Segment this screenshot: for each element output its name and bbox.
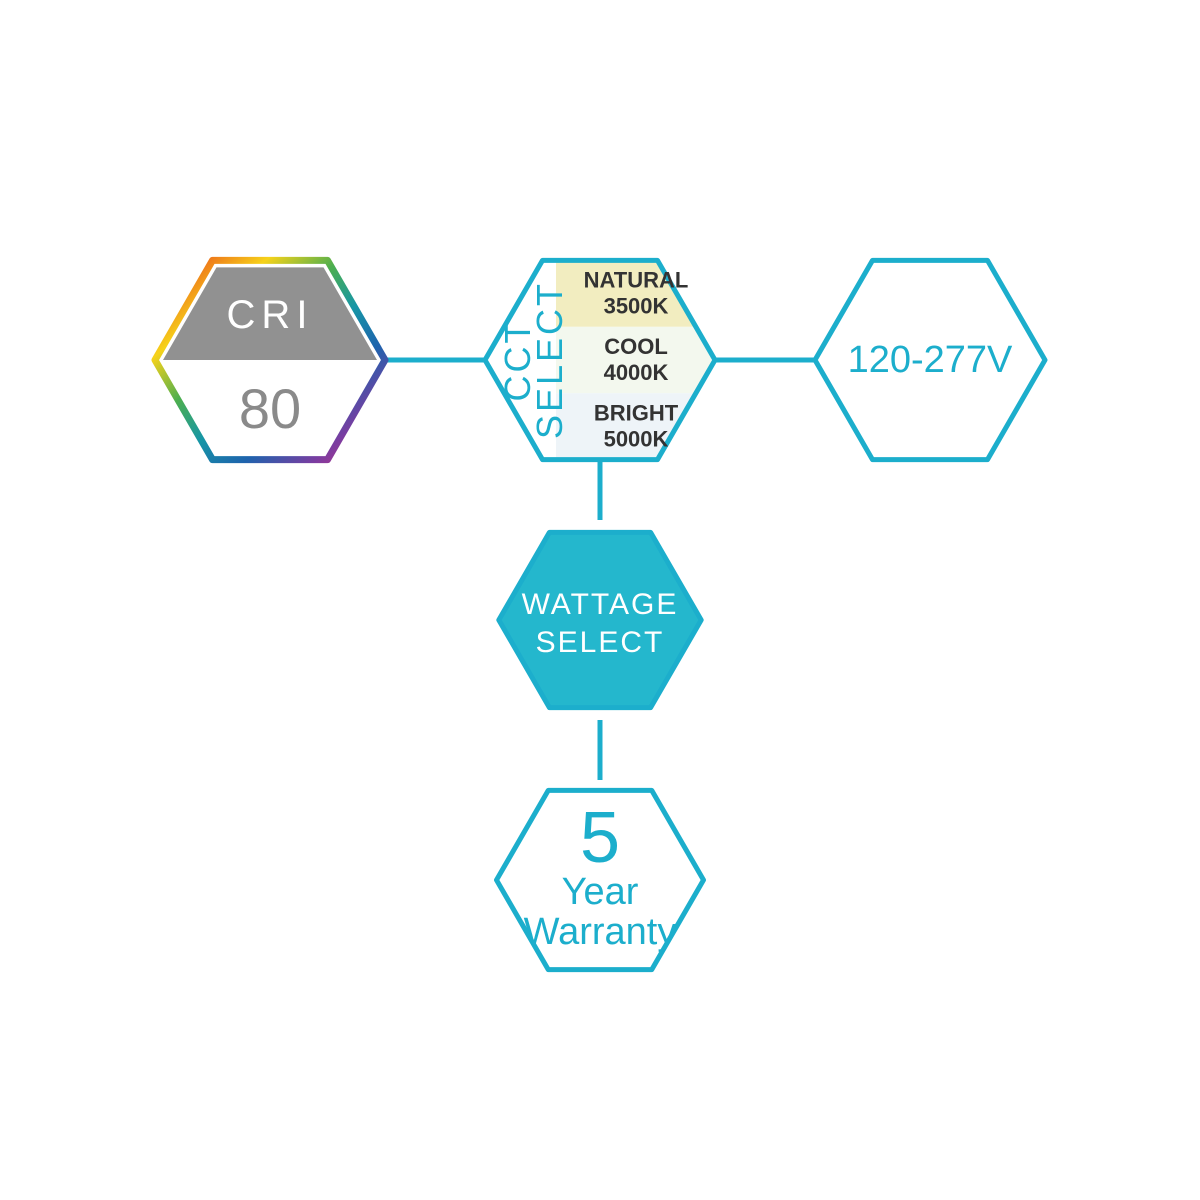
warranty-line2: Year (562, 871, 639, 913)
warranty-number: 5 (580, 798, 620, 878)
cri-value: 80 (239, 377, 301, 440)
cct-row-label: NATURAL (584, 268, 689, 293)
voltage-text: 120-277V (848, 339, 1013, 381)
cct-hex: CCTSELECTNATURAL3500KCOOL4000KBRIGHT5000… (475, 260, 725, 459)
voltage-hex: 120-277V (815, 260, 1045, 459)
cct-row-label: COOL (604, 334, 668, 359)
wattage-hex: WATTAGE SELECT (499, 532, 701, 707)
cct-row-label: BRIGHT (594, 400, 679, 425)
wattage-line2: SELECT (536, 626, 665, 659)
warranty-hex: 5YearWarranty (497, 790, 704, 969)
cct-row-value: 3500K (604, 294, 669, 319)
warranty-line3: Warranty (524, 911, 677, 953)
cct-row-value: 4000K (604, 360, 669, 385)
cri-label: CRI (227, 293, 314, 337)
cct-side-label-2: SELECT (529, 281, 570, 439)
wattage-line1: WATTAGE (522, 588, 679, 621)
cct-row-value: 5000K (604, 426, 669, 451)
cri-hex: CRI 80 (155, 260, 385, 459)
